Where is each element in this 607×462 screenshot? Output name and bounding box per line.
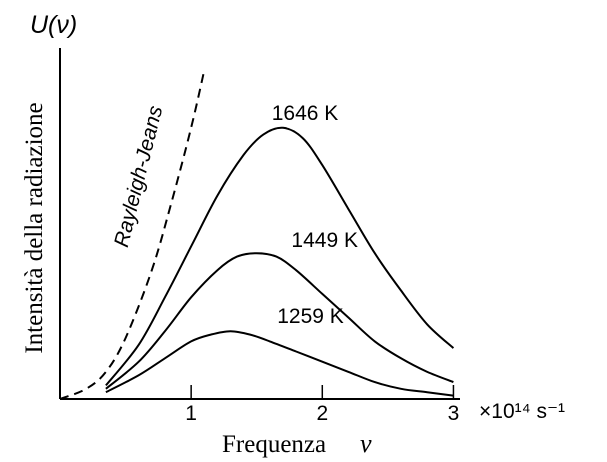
rayleigh-jeans-label: Rayleigh-Jeans [110, 103, 167, 249]
x-axis-label: Frequenza [222, 431, 326, 458]
series-line-0 [105, 126, 455, 387]
curves [59, 69, 455, 400]
x-tick-label: 3 [448, 402, 460, 425]
series-line-2 [105, 330, 454, 397]
series-label: 1646 K [272, 102, 339, 125]
x-axis-symbol: ν [360, 429, 372, 458]
y-axis-symbol: U(ν) [30, 11, 77, 39]
series-labels: 1646 K 1449 K 1259 K Rayleigh-Jeans [110, 102, 358, 328]
series-label: 1259 K [277, 305, 344, 328]
x-tick-label: 1 [185, 402, 197, 425]
x-tick-label: 2 [316, 402, 328, 425]
x-axis-unit: ×10¹⁴ s⁻¹ [479, 400, 565, 423]
x-ticks: 1 2 3 [185, 385, 459, 425]
series-line-3 [59, 69, 206, 400]
y-axis-label: Intensità della radiazione [21, 102, 48, 353]
plot-area: 1 2 3 1646 K 1449 K 1259 K Rayleigh-Jeans [59, 48, 460, 425]
series-line-1 [105, 252, 454, 390]
series-label: 1449 K [291, 229, 358, 252]
